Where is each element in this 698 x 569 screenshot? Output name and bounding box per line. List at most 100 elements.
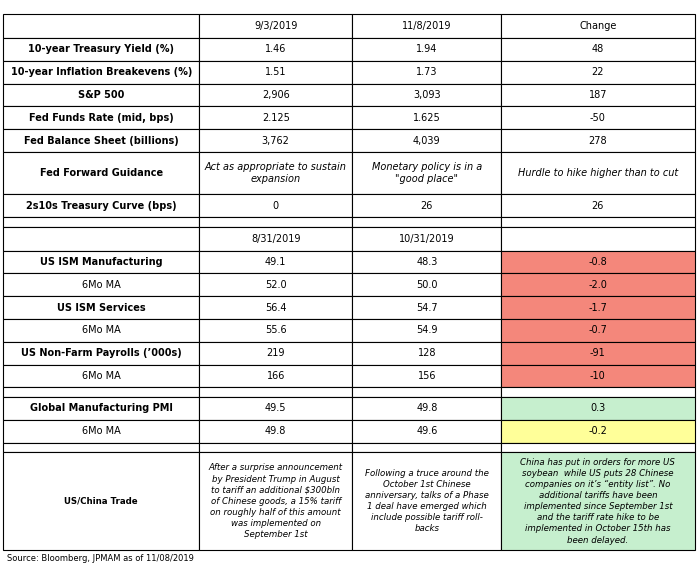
Bar [352,443,501,452]
Bar [3,14,199,38]
Text: 1.73: 1.73 [416,67,438,77]
Bar [352,387,501,397]
Text: 10/31/2019: 10/31/2019 [399,234,454,244]
Text: S&P 500: S&P 500 [78,90,124,100]
Bar [501,217,695,227]
Text: -10: -10 [590,371,606,381]
Text: 8/31/2019: 8/31/2019 [251,234,300,244]
Bar [501,365,695,387]
Bar [501,14,695,38]
Text: -50: -50 [590,113,606,123]
Text: 26: 26 [592,201,604,211]
Bar [199,319,352,342]
Text: 11/8/2019: 11/8/2019 [402,21,452,31]
Text: -0.7: -0.7 [588,325,607,336]
Text: 128: 128 [417,348,436,358]
Bar [3,342,199,365]
Text: 0.3: 0.3 [591,403,605,414]
Bar [3,251,199,274]
Text: 6Mo MA: 6Mo MA [82,371,121,381]
Bar [352,251,501,274]
Bar [3,443,199,452]
Bar [352,106,501,129]
Text: 56.4: 56.4 [265,303,286,313]
Bar [3,227,199,251]
Text: 55.6: 55.6 [265,325,286,336]
Bar [3,38,199,61]
Bar [3,274,199,296]
Text: 2,906: 2,906 [262,90,290,100]
Bar [3,452,199,550]
Bar [3,195,199,217]
Bar [501,84,695,106]
Text: 50.0: 50.0 [416,280,438,290]
Bar [352,129,501,152]
Text: -0.8: -0.8 [588,257,607,267]
Text: 4,039: 4,039 [413,135,440,146]
Text: 166: 166 [267,371,285,381]
Text: Following a truce around the
October 1st Chinese
anniversary, talks of a Phase
1: Following a truce around the October 1st… [365,469,489,534]
Bar [199,217,352,227]
Text: 156: 156 [417,371,436,381]
Text: 6Mo MA: 6Mo MA [82,280,121,290]
Bar [199,227,352,251]
Bar [501,61,695,84]
Bar [3,319,199,342]
Bar [501,342,695,365]
Text: 49.6: 49.6 [416,426,438,436]
Bar [199,38,352,61]
Bar [3,420,199,443]
Bar [352,342,501,365]
Bar [352,227,501,251]
Bar [3,217,199,227]
Bar [501,296,695,319]
Text: -2.0: -2.0 [588,280,607,290]
Bar [352,365,501,387]
Bar [199,152,352,195]
Text: 6Mo MA: 6Mo MA [82,325,121,336]
Bar [199,397,352,420]
Bar [3,129,199,152]
Bar [3,296,199,319]
Bar [199,129,352,152]
Bar [3,365,199,387]
Text: 6Mo MA: 6Mo MA [82,426,121,436]
Text: 52.0: 52.0 [265,280,286,290]
Bar [3,152,199,195]
Text: US/China Trade: US/China Trade [64,497,138,506]
Text: 9/3/2019: 9/3/2019 [254,21,297,31]
Bar [352,397,501,420]
Bar [199,106,352,129]
Bar [199,14,352,38]
Bar [199,443,352,452]
Bar [199,296,352,319]
Bar [199,61,352,84]
Bar [352,38,501,61]
Text: 1.625: 1.625 [413,113,440,123]
Bar [352,420,501,443]
Bar [199,365,352,387]
Text: 3,093: 3,093 [413,90,440,100]
Text: 10-year Treasury Yield (%): 10-year Treasury Yield (%) [28,44,174,55]
Bar [501,106,695,129]
Text: 26: 26 [421,201,433,211]
Text: 0: 0 [273,201,279,211]
Text: 3,762: 3,762 [262,135,290,146]
Bar [501,274,695,296]
Text: Fed Forward Guidance: Fed Forward Guidance [40,168,163,178]
Text: -1.7: -1.7 [588,303,607,313]
Bar [501,452,695,550]
Bar [3,106,199,129]
Bar [352,195,501,217]
Bar [352,319,501,342]
Text: Monetary policy is in a
"good place": Monetary policy is in a "good place" [372,162,482,184]
Bar [352,14,501,38]
Bar [352,452,501,550]
Text: Fed Funds Rate (mid, bps): Fed Funds Rate (mid, bps) [29,113,174,123]
Bar [199,274,352,296]
Text: 54.7: 54.7 [416,303,438,313]
Text: 187: 187 [588,90,607,100]
Bar [501,195,695,217]
Bar [3,387,199,397]
Text: 49.5: 49.5 [265,403,286,414]
